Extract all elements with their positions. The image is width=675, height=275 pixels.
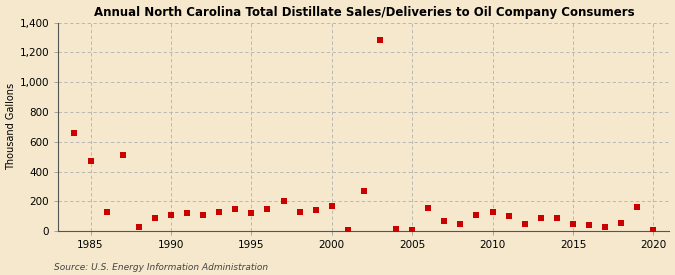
Point — [182, 211, 192, 216]
Point — [230, 207, 241, 211]
Point — [278, 199, 289, 204]
Point — [262, 207, 273, 211]
Point — [504, 214, 514, 218]
Point — [568, 222, 578, 226]
Point — [423, 206, 433, 210]
Point — [632, 205, 643, 210]
Point — [439, 219, 450, 223]
Point — [214, 210, 225, 214]
Point — [616, 221, 626, 225]
Point — [85, 159, 96, 163]
Point — [198, 213, 209, 217]
Point — [407, 227, 418, 232]
Point — [471, 213, 482, 217]
Point — [117, 153, 128, 157]
Y-axis label: Thousand Gallons: Thousand Gallons — [5, 83, 16, 170]
Point — [599, 224, 610, 229]
Point — [165, 213, 176, 217]
Title: Annual North Carolina Total Distillate Sales/Deliveries to Oil Company Consumers: Annual North Carolina Total Distillate S… — [94, 6, 634, 18]
Point — [294, 210, 305, 214]
Point — [149, 216, 160, 220]
Point — [487, 210, 498, 214]
Point — [101, 210, 112, 214]
Point — [246, 211, 256, 216]
Point — [342, 227, 353, 232]
Point — [358, 189, 369, 193]
Point — [551, 216, 562, 221]
Point — [310, 208, 321, 213]
Point — [69, 131, 80, 135]
Text: Source: U.S. Energy Information Administration: Source: U.S. Energy Information Administ… — [54, 263, 268, 272]
Point — [584, 223, 595, 227]
Point — [519, 222, 530, 226]
Point — [375, 38, 385, 43]
Point — [326, 204, 337, 208]
Point — [535, 216, 546, 220]
Point — [134, 224, 144, 229]
Point — [648, 227, 659, 232]
Point — [391, 227, 402, 231]
Point — [455, 222, 466, 226]
